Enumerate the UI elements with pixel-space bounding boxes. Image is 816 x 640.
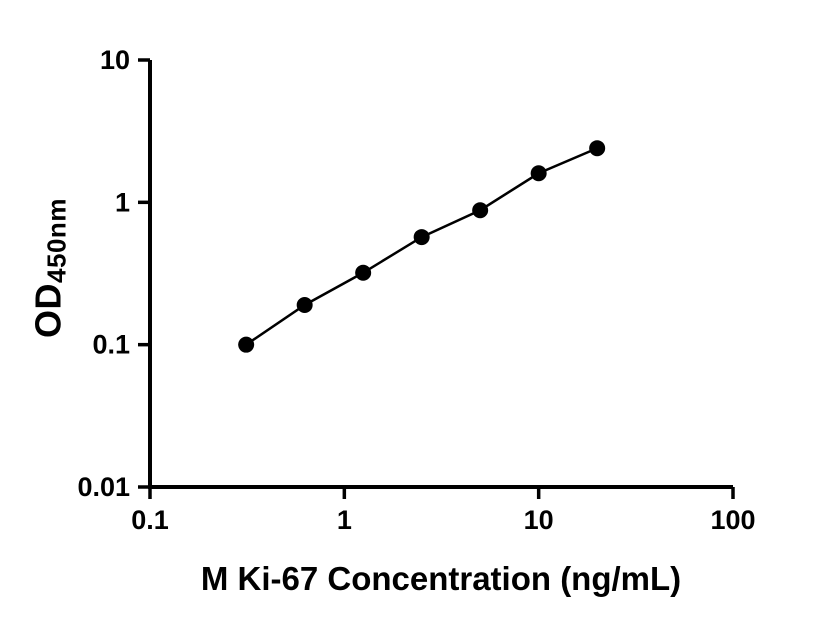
axes-frame bbox=[148, 60, 733, 489]
x-tick-label: 0.1 bbox=[131, 505, 169, 535]
x-tick-label: 10 bbox=[524, 505, 554, 535]
data-point bbox=[530, 165, 547, 182]
data-point bbox=[355, 264, 372, 281]
x-tick-label: 100 bbox=[710, 505, 755, 535]
y-tick-label: 1 bbox=[115, 187, 130, 217]
y-tick-label: 10 bbox=[100, 45, 130, 75]
data-point bbox=[472, 202, 489, 219]
y-axis-label-subscript: 450nm bbox=[41, 198, 72, 283]
y-axis-label: OD450nm bbox=[28, 198, 73, 338]
y-tick-label: 0.1 bbox=[92, 330, 130, 360]
y-tick-label: 0.01 bbox=[77, 472, 130, 502]
x-axis-label: M Ki-67 Concentration (ng/mL) bbox=[200, 560, 682, 597]
y-axis-label-text: OD bbox=[27, 282, 69, 338]
data-point bbox=[589, 140, 606, 157]
data-point bbox=[413, 229, 430, 246]
data-point bbox=[238, 336, 255, 353]
x-tick-label: 1 bbox=[337, 505, 352, 535]
data-point bbox=[296, 296, 313, 313]
